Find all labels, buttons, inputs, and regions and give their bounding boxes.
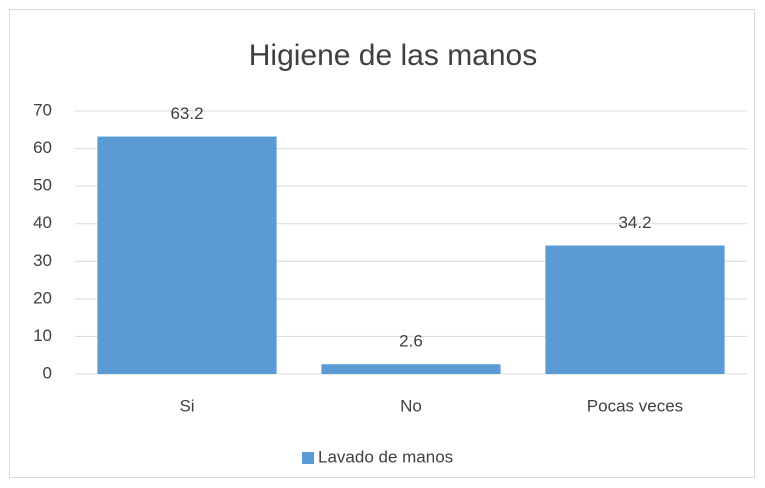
bar xyxy=(321,364,501,374)
bar xyxy=(545,245,725,374)
data-label: 34.2 xyxy=(618,213,651,232)
y-tick-label: 0 xyxy=(43,363,52,382)
y-tick-label: 50 xyxy=(33,176,52,195)
y-tick-label: 60 xyxy=(33,138,52,157)
data-label: 2.6 xyxy=(399,332,423,351)
legend-label: Lavado de manos xyxy=(318,447,453,466)
data-label: 63.2 xyxy=(170,104,203,123)
legend-swatch xyxy=(302,452,314,464)
bar xyxy=(97,136,277,374)
x-tick-label: Pocas veces xyxy=(587,396,683,415)
y-tick-label: 70 xyxy=(33,100,52,119)
x-tick-label: No xyxy=(400,396,422,415)
y-tick-label: 20 xyxy=(33,288,52,307)
y-tick-label: 40 xyxy=(33,213,52,232)
x-tick-label: Si xyxy=(179,396,194,415)
y-tick-label: 10 xyxy=(33,326,52,345)
chart-title: Higiene de las manos xyxy=(249,39,538,72)
y-tick-label: 30 xyxy=(33,251,52,270)
